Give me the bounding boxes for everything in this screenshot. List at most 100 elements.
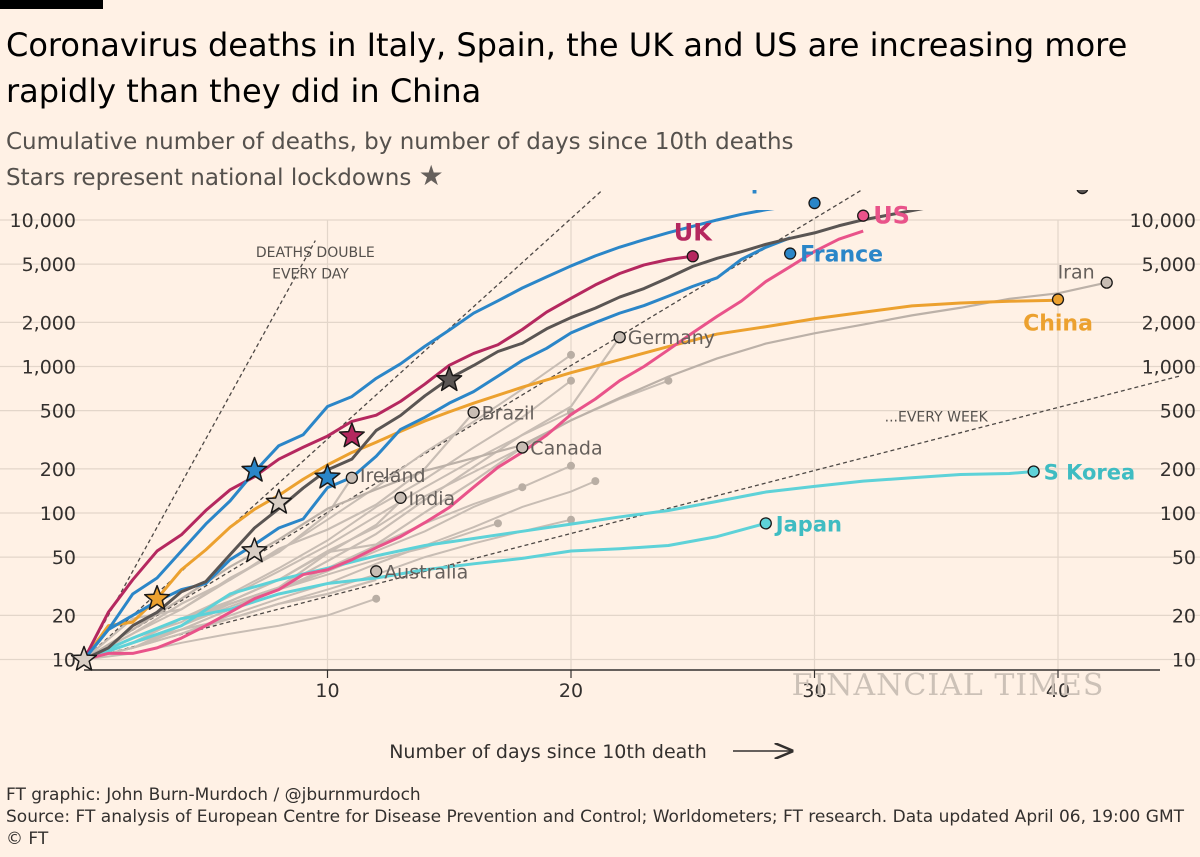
series-label-ireland: Ireland — [360, 465, 426, 487]
y-tick-label-left: 500 — [40, 401, 76, 423]
y-tick-label-right: 5,000 — [1142, 254, 1196, 276]
y-tick-label-right: 20 — [1172, 605, 1196, 627]
series-line-canada — [84, 446, 523, 661]
background-line — [84, 486, 523, 661]
series-label-france: France — [800, 243, 883, 268]
lockdown-star — [70, 645, 98, 671]
background-line — [84, 354, 572, 661]
x-tick-label: 20 — [559, 680, 583, 702]
lockdown-star — [436, 366, 463, 392]
y-tick-label-left: 50 — [52, 547, 76, 569]
footer-source: Source: FT analysis of European Centre f… — [6, 807, 1185, 827]
series-label-china: China — [1023, 311, 1093, 336]
doubling-line-label: EVERY DAY — [272, 266, 349, 282]
star-icon: ★ — [418, 159, 444, 192]
end-dot-spain — [808, 196, 821, 210]
series-label-india: India — [409, 488, 456, 510]
chart-subtitle: Cumulative number of deaths, by number o… — [6, 126, 794, 195]
y-tick-label-right: 100 — [1160, 503, 1196, 525]
end-dot-india — [394, 491, 407, 504]
background-end-dot — [372, 594, 381, 603]
doubling-line — [83, 375, 1180, 661]
y-tick-label-right: 1,000 — [1142, 357, 1196, 379]
series-labels: SpainUKItalyUSFranceChinaIranGermanyBraz… — [360, 190, 1135, 583]
x-tick-label: 10 — [315, 680, 339, 702]
background-series — [84, 350, 673, 661]
series-label-s-korea: S Korea — [1044, 460, 1136, 484]
lockdown-star — [241, 537, 268, 563]
background-end-dot — [567, 461, 575, 470]
series-label-spain: Spain — [735, 190, 805, 195]
series-label-japan: Japan — [774, 512, 842, 536]
end-dot-canada — [516, 441, 529, 454]
end-dot-japan — [759, 517, 772, 530]
footer-credit: FT graphic: John Burn-Murdoch / @jburnmu… — [6, 785, 421, 805]
lockdown-stars — [70, 366, 463, 671]
y-tick-label-right: 500 — [1160, 401, 1196, 423]
subtitle-line-2: Stars represent national lockdowns ★ — [6, 159, 794, 195]
end-dot-australia — [370, 565, 383, 578]
x-tick-label: 30 — [802, 680, 826, 702]
y-tick-label-right: 10,000 — [1130, 210, 1196, 232]
doubling-line-label: ...EVERY WEEK — [885, 410, 989, 426]
series-label-uk: UK — [674, 218, 713, 246]
lockdown-star — [143, 584, 171, 610]
series-line-ireland — [84, 477, 353, 661]
chart-title: Coronavirus deaths in Italy, Spain, the … — [6, 26, 1128, 110]
y-tick-label-left: 10 — [52, 650, 76, 672]
brand-watermark: FINANCIAL TIMES — [792, 668, 1105, 703]
background-end-dot — [518, 483, 527, 492]
lockdown-star — [338, 422, 365, 448]
doubling-line — [83, 190, 863, 661]
lockdown-star — [241, 456, 268, 482]
y-tick-label-left: 10,000 — [10, 210, 76, 232]
y-tick-label-left: 200 — [40, 459, 76, 481]
background-end-dot — [567, 350, 575, 359]
end-dot-italy — [1076, 190, 1089, 195]
ft-brand-bar — [0, 0, 103, 9]
doubling-line — [83, 190, 604, 660]
footer-copyright: © FT — [6, 829, 49, 849]
x-axis-label: Number of days since 10th death — [389, 741, 707, 763]
lockdown-star — [314, 463, 341, 489]
y-tick-label-right: 10 — [1172, 650, 1196, 672]
y-tick-label-left: 2,000 — [22, 312, 76, 334]
series-label-us: US — [873, 202, 910, 230]
y-tick-label-left: 20 — [52, 605, 76, 627]
subtitle-line-1: Cumulative number of deaths, by number o… — [6, 129, 794, 155]
x-tick-label: 40 — [1046, 680, 1070, 702]
background-line — [84, 518, 572, 661]
doubling-line — [83, 240, 316, 660]
series-line-s-korea — [84, 470, 1034, 661]
subtitle-line-2-text: Stars represent national lockdowns — [6, 165, 412, 191]
doubling-line-label: DEATHS DOUBLE — [256, 245, 375, 261]
series-line-uk — [84, 254, 693, 661]
end-dot-brazil — [467, 406, 480, 419]
series-line-italy — [84, 210, 924, 661]
lockdown-star — [265, 488, 292, 514]
background-end-dot — [567, 376, 575, 385]
series-line-china — [84, 298, 1059, 661]
series-line-us — [84, 229, 864, 661]
background-end-dot — [567, 515, 575, 524]
y-tick-label-right: 2,000 — [1142, 312, 1196, 334]
axis-ticks: 10 10 20 20 50 50 100 100 200 200 500 500 1,000 1,000… — [10, 210, 1196, 702]
y-tick-label-right: 200 — [1160, 459, 1196, 481]
background-end-dot — [591, 477, 600, 486]
end-dot-france — [784, 247, 797, 260]
series-line-france — [84, 236, 791, 661]
end-dot-china — [1051, 293, 1065, 306]
end-dot-s-korea — [1027, 465, 1040, 478]
series-label-australia: Australia — [384, 561, 468, 583]
background-end-dot — [664, 376, 673, 385]
series-label-germany: Germany — [628, 327, 715, 349]
end-dot-uk — [686, 250, 699, 263]
series-label-brazil: Brazil — [482, 402, 535, 424]
y-tick-label-left: 5,000 — [22, 254, 76, 276]
series-label-iran: Iran — [1058, 262, 1095, 284]
series-label-canada: Canada — [530, 437, 602, 459]
grid-lines — [0, 219, 1200, 671]
series-line-spain — [84, 210, 775, 661]
background-end-dot — [493, 519, 502, 528]
